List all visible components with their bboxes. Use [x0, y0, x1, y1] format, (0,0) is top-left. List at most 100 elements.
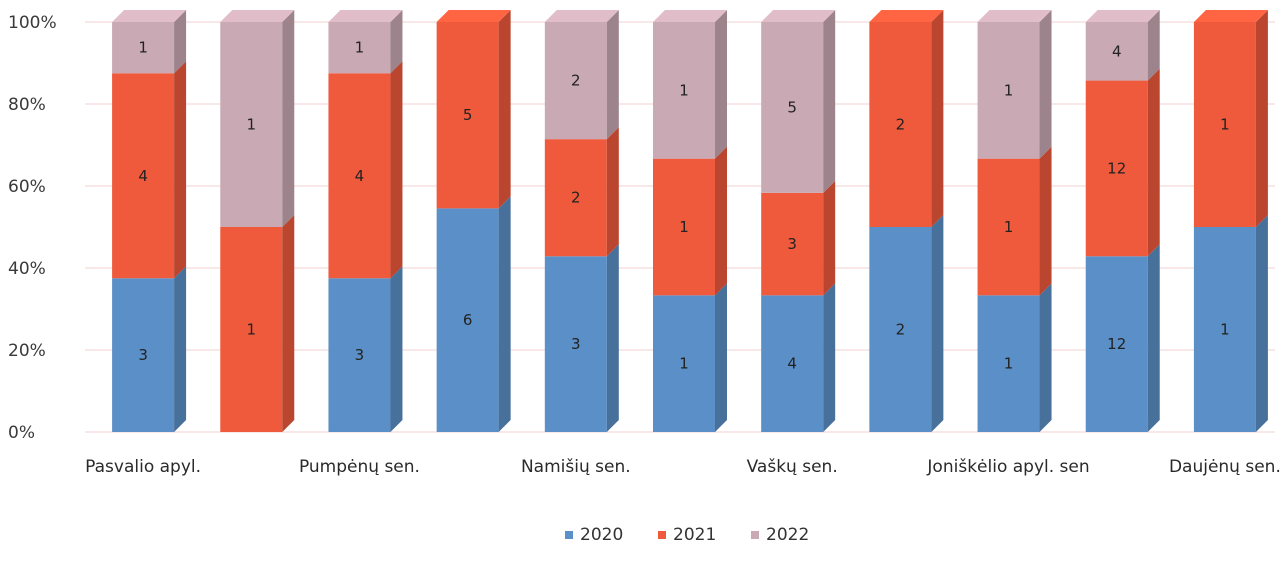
- bar-segment-2022: [544, 10, 619, 140]
- bar-top: [220, 10, 295, 22]
- data-label: 12: [1107, 159, 1126, 177]
- legend-swatch: [751, 531, 759, 539]
- data-label: 5: [463, 106, 473, 124]
- bar-segment-2020: [653, 283, 727, 432]
- y-tick-label: 60%: [8, 177, 46, 197]
- bar-side: [174, 266, 187, 432]
- data-label: 4: [138, 167, 148, 185]
- data-label: 2: [896, 116, 906, 134]
- bar-segment-2021: [544, 127, 619, 257]
- bar-face: [1193, 227, 1256, 432]
- bar-side: [823, 283, 836, 432]
- data-label: 5: [787, 98, 797, 116]
- bar-side: [1039, 283, 1052, 432]
- bar-side: [498, 10, 511, 209]
- bar-face: [653, 158, 715, 296]
- bar-segment-2022: [220, 10, 295, 227]
- x-category-label: Vaškų sen.: [747, 457, 838, 477]
- bar-face: [761, 22, 824, 193]
- bars: [112, 10, 1268, 432]
- bar-side: [174, 61, 187, 279]
- bar-side: [823, 10, 836, 193]
- data-label: 1: [246, 321, 256, 339]
- legend: 2020 2021 2022: [565, 525, 809, 545]
- data-label: 1: [1004, 355, 1014, 373]
- legend-item-2021: 2021: [658, 525, 716, 545]
- legend-label: 2022: [766, 525, 809, 545]
- y-axis-ticks: 0% 20% 40% 60% 80% 100%: [8, 13, 57, 443]
- data-label: 1: [1004, 81, 1014, 99]
- data-label: 1: [679, 81, 689, 99]
- data-label: 1: [679, 218, 689, 236]
- bar-face: [436, 22, 499, 209]
- bar-segment-2020: [869, 215, 944, 432]
- bar-side: [390, 266, 403, 432]
- bar-side: [498, 196, 511, 432]
- bar-segment-2020: [436, 196, 511, 432]
- bar-side: [1255, 10, 1268, 227]
- bar-top: [544, 10, 619, 22]
- bar-segment-2021: [869, 10, 944, 227]
- bar-side: [174, 10, 187, 74]
- bar-segment-2021: [1085, 68, 1160, 257]
- bar-side: [823, 180, 836, 296]
- bar-side: [282, 215, 295, 432]
- legend-label: 2021: [673, 525, 716, 545]
- data-label: 2: [896, 321, 906, 339]
- bar-segment-2020: [1085, 244, 1160, 432]
- bar-side: [1147, 10, 1160, 81]
- bar-side: [1039, 10, 1052, 159]
- bar-top: [1085, 10, 1160, 22]
- data-label: 1: [1004, 218, 1014, 236]
- data-label: 3: [355, 346, 365, 364]
- bar-face: [220, 22, 283, 227]
- bar-side: [606, 127, 619, 257]
- legend-item-2020: 2020: [565, 525, 623, 545]
- data-label: 2: [571, 189, 581, 207]
- bar-face: [977, 158, 1040, 296]
- bar-side: [715, 10, 727, 159]
- bar-side: [931, 215, 944, 432]
- legend-swatch: [565, 531, 573, 539]
- data-label: 4: [1112, 42, 1122, 60]
- bar-segment-2020: [761, 283, 836, 432]
- bar-side: [1147, 244, 1160, 432]
- bar-segment-2021: [112, 61, 187, 279]
- bar-segment-2022: [328, 10, 403, 74]
- x-category-label: Pumpėnų sen.: [299, 457, 420, 477]
- bar-face: [328, 278, 391, 432]
- x-category-label: Pasvalio apyl.: [85, 457, 201, 477]
- bar-side: [931, 10, 944, 227]
- bar-face: [544, 22, 607, 140]
- x-category-label: Daujėnų sen.: [1169, 457, 1281, 477]
- bar-top: [1193, 10, 1268, 22]
- y-tick-label: 100%: [8, 13, 57, 33]
- bar-face: [328, 73, 391, 279]
- data-label: 12: [1107, 335, 1126, 353]
- bar-face: [328, 22, 391, 74]
- bar-side: [282, 10, 295, 227]
- bar-segment-2022: [761, 10, 836, 193]
- y-tick-label: 0%: [8, 423, 35, 443]
- bar-segment-2022: [977, 10, 1052, 159]
- bar-side: [606, 244, 619, 432]
- data-labels: 3 4 1 1 1 3 4 1 6 5 3 2 2 1 1 1 4 3 5 2 2 1 1 1 12 12 4 1 1: [138, 39, 1229, 373]
- bar-face: [761, 295, 824, 432]
- bar-face: [112, 278, 175, 432]
- data-label: 1: [1220, 116, 1230, 134]
- bar-face: [653, 22, 715, 159]
- x-axis-categories: Pasvalio apyl. Pumpėnų sen. Namišių sen. Va…: [85, 457, 1281, 477]
- bar-side: [715, 146, 727, 296]
- bar-segment-2022: [112, 10, 187, 74]
- bar-segment-2021: [761, 180, 836, 296]
- bar-side: [1147, 68, 1160, 257]
- y-tick-label: 20%: [8, 341, 46, 361]
- legend-label: 2020: [580, 525, 623, 545]
- bar-face: [977, 22, 1040, 159]
- bar-face: [761, 192, 824, 296]
- bar-segment-2021: [436, 10, 511, 209]
- bar-side: [390, 61, 403, 279]
- bar-side: [606, 10, 619, 140]
- data-label: 3: [138, 346, 148, 364]
